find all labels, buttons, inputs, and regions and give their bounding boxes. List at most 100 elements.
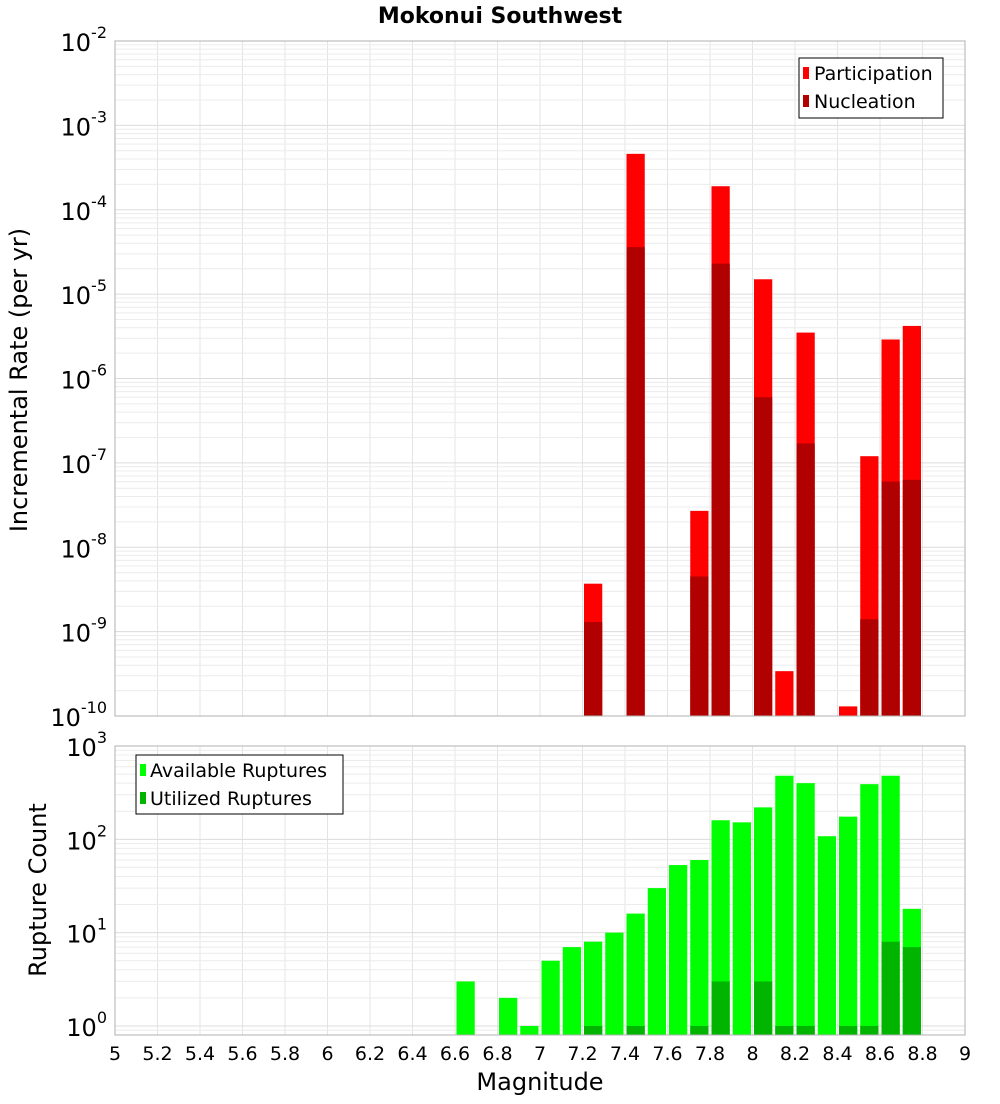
bar-available-ruptures-6.85 (499, 997, 518, 1035)
legend-swatch-participation (803, 67, 809, 79)
y-tick-label: 100 (66, 1008, 107, 1042)
bar-available-ruptures-8.55 (860, 784, 879, 1035)
bar-utilized-ruptures-8.45 (839, 1025, 858, 1035)
legend-label-participation: Participation (814, 63, 933, 85)
bar-utilized-ruptures-8.65 (881, 941, 900, 1035)
bar-available-ruptures-8.45 (839, 816, 858, 1035)
legend-label-nucleation: Nucleation (814, 91, 916, 113)
bar-nucleation-8.65 (881, 481, 900, 716)
bar-available-ruptures-8.15 (775, 775, 794, 1035)
bar-available-ruptures-7.35 (605, 932, 624, 1035)
bar-available-ruptures-8.05 (754, 807, 773, 1035)
top-legend: Participation Nucleation (798, 57, 944, 119)
y-tick-label: 10-9 (61, 614, 108, 648)
top-panel-frame (114, 40, 966, 717)
bar-available-ruptures-7.25 (584, 941, 603, 1035)
x-tick-label: 7.8 (695, 1043, 725, 1065)
legend-swatch-available-ruptures (140, 764, 146, 776)
bottom-legend-box (135, 754, 344, 815)
bottom-panel-frame (114, 745, 966, 1036)
bar-available-ruptures-7.85 (711, 820, 730, 1035)
bar-utilized-ruptures-8.25 (796, 1025, 815, 1035)
top-panel-grid (114, 41, 966, 717)
x-tick-label: 9 (959, 1043, 971, 1065)
x-tick-label: 6 (321, 1043, 333, 1065)
bar-nucleation-7.45 (626, 247, 645, 716)
x-tick-label: 7.6 (652, 1043, 682, 1065)
y-tick-label: 10-10 (50, 698, 107, 732)
bar-available-ruptures-7.55 (647, 888, 666, 1035)
bar-nucleation-8.25 (796, 443, 815, 716)
x-tick-label: 7.2 (567, 1043, 597, 1065)
bar-available-ruptures-6.65 (456, 981, 475, 1035)
bottom-y-axis-label: Rupture Count (24, 803, 52, 977)
x-tick-label: 5.2 (142, 1043, 172, 1065)
top-panel-bars (584, 153, 921, 716)
x-tick-label: 6.8 (482, 1043, 512, 1065)
y-tick-label: 102 (66, 821, 107, 855)
bar-available-ruptures-6.95 (520, 1025, 539, 1035)
x-tick-label: 6.6 (440, 1043, 470, 1065)
bar-utilized-ruptures-8.55 (860, 1025, 879, 1035)
bar-utilized-ruptures-7.25 (584, 1025, 603, 1035)
bar-available-ruptures-7.95 (732, 822, 751, 1035)
y-tick-label: 103 (66, 728, 107, 762)
y-tick-label: 10-7 (61, 445, 108, 479)
x-tick-label: 8.4 (822, 1043, 852, 1065)
y-tick-label: 10-3 (61, 107, 108, 141)
bar-participation-8.15 (775, 671, 794, 716)
x-tick-label: 5.4 (185, 1043, 215, 1065)
bar-available-ruptures-8.35 (817, 836, 836, 1035)
bar-nucleation-7.25 (584, 622, 603, 716)
bar-utilized-ruptures-7.85 (711, 981, 730, 1035)
x-tick-label: 7 (534, 1043, 546, 1065)
bar-nucleation-8.55 (860, 619, 879, 716)
bar-utilized-ruptures-8.15 (775, 1025, 794, 1035)
bar-utilized-ruptures-8.05 (754, 981, 773, 1035)
bar-utilized-ruptures-7.75 (690, 1025, 709, 1035)
top-y-axis-label: Incremental Rate (per yr) (5, 228, 33, 532)
y-tick-label: 10-2 (61, 23, 108, 57)
x-tick-label: 6.4 (397, 1043, 427, 1065)
chart-title: Mokonui Southwest (378, 4, 623, 29)
bar-available-ruptures-7.65 (669, 865, 688, 1035)
x-tick-label: 6.2 (355, 1043, 385, 1065)
y-tick-label: 10-4 (61, 192, 108, 226)
legend-label-utilized-ruptures: Utilized Ruptures (150, 788, 312, 810)
bar-available-ruptures-8.25 (796, 783, 815, 1035)
x-tick-label: 8.2 (780, 1043, 810, 1065)
x-tick-label: 5 (109, 1043, 121, 1065)
y-tick-label: 101 (66, 915, 107, 949)
x-tick-label: 8.6 (865, 1043, 895, 1065)
bottom-panel-y-tick-labels: 100 101 102 103 (66, 728, 107, 1042)
top-legend-box (798, 57, 944, 119)
legend-swatch-utilized-ruptures (140, 792, 146, 804)
x-tick-labels: 5 5.2 5.4 5.6 5.8 6 6.2 6.4 6.6 6.8 7 7.2 7.4 7.6 7.8 8… (109, 1043, 971, 1065)
y-tick-label: 10-8 (61, 529, 108, 563)
bar-available-ruptures-7.05 (541, 960, 560, 1035)
bottom-legend: Available Ruptures Utilized Ruptures (135, 754, 344, 815)
bar-participation-8.45 (839, 706, 858, 716)
y-tick-label: 10-5 (61, 276, 108, 310)
bar-nucleation-8.75 (902, 479, 921, 716)
top-panel-y-tick-labels: 10-10 10-9 10-8 10-7 10-6 10-5 10-4 10-3 10-2 (50, 23, 107, 732)
bottom-panel-bars (456, 775, 921, 1035)
bar-nucleation-7.75 (690, 576, 709, 716)
bar-utilized-ruptures-7.45 (626, 1025, 645, 1035)
bar-nucleation-7.85 (711, 263, 730, 716)
bar-available-ruptures-7.45 (626, 913, 645, 1035)
x-axis-label: Magnitude (476, 1068, 603, 1096)
x-tick-label: 8 (746, 1043, 758, 1065)
bar-available-ruptures-7.75 (690, 860, 709, 1035)
x-tick-label: 8.8 (907, 1043, 937, 1065)
legend-label-available-ruptures: Available Ruptures (150, 760, 327, 782)
bar-nucleation-8.05 (754, 397, 773, 716)
x-tick-label: 7.4 (610, 1043, 640, 1065)
bar-utilized-ruptures-8.75 (902, 947, 921, 1035)
bar-available-ruptures-7.15 (562, 947, 581, 1035)
x-tick-label: 5.8 (270, 1043, 300, 1065)
x-tick-label: 5.6 (227, 1043, 257, 1065)
y-tick-label: 10-6 (61, 361, 108, 395)
